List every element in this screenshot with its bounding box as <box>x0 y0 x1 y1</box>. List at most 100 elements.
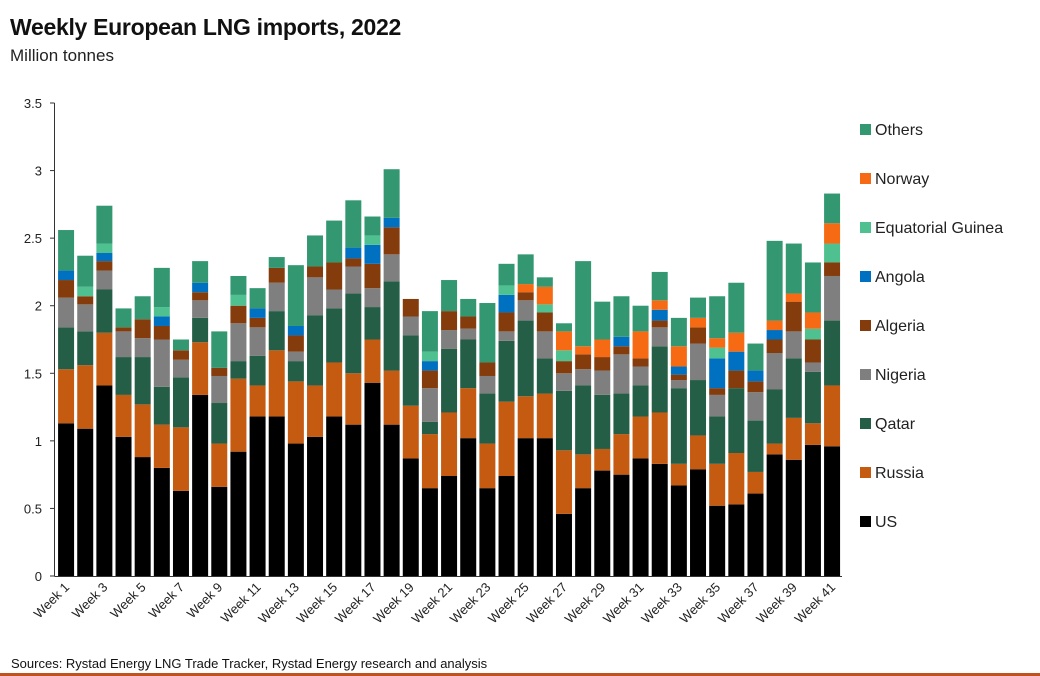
bar-segment-others <box>498 263 515 286</box>
bar-segment-nigeria <box>709 394 726 417</box>
bar-segment-nigeria <box>134 338 151 358</box>
bar-segment-russia <box>670 463 687 486</box>
bar-segment-algeria <box>249 317 266 328</box>
legend-label: Russia <box>875 465 924 482</box>
bar-stack <box>134 296 151 576</box>
bar-segment-qatar <box>307 315 324 386</box>
bars <box>58 169 841 576</box>
bar-stack <box>632 305 649 576</box>
bar-stack <box>326 220 343 576</box>
bar-segment-russia <box>555 450 572 514</box>
bar-segment-algeria <box>441 311 458 331</box>
bar-segment-us <box>460 438 477 576</box>
bar-segment-others <box>651 271 668 301</box>
bar-segment-nigeria <box>632 366 649 386</box>
bar-stack <box>230 275 247 576</box>
x-tick-label: Week 31 <box>600 580 647 627</box>
bar-segment-russia <box>96 332 113 386</box>
legend-label: Norway <box>875 171 929 188</box>
legend: Others Norway Equatorial Guinea Angola Alger… <box>860 122 1003 531</box>
bar-segment-russia <box>785 417 802 460</box>
bar-segment-us <box>441 475 458 576</box>
bar-segment-others <box>824 193 841 224</box>
bar-segment-qatar <box>460 339 477 389</box>
bar-segment-us <box>594 470 611 576</box>
bar-segment-others <box>690 297 707 318</box>
bar-segment-russia <box>575 454 592 489</box>
bar-segment-us <box>632 458 649 576</box>
bar-segment-russia <box>364 339 381 383</box>
bar-segment-russia <box>517 396 534 439</box>
y-tick-label: 1.5 <box>24 366 42 381</box>
legend-item-us: US <box>860 514 897 531</box>
bar-segment-russia <box>249 385 266 417</box>
bar-segment-russia <box>728 453 745 505</box>
bar-segment-us <box>383 424 400 576</box>
bar-segment-algeria <box>632 358 649 367</box>
bar-segment-us <box>747 493 764 576</box>
bar-stack <box>307 235 324 576</box>
bar-segment-us <box>785 459 802 576</box>
bar-stack <box>58 230 75 576</box>
bar-stack <box>728 282 745 576</box>
y-tick-label: 3.5 <box>24 96 42 111</box>
legend-swatch <box>860 320 871 331</box>
bar-segment-russia <box>747 471 764 494</box>
bar-segment-equatorial-guinea <box>498 285 515 295</box>
bar-stack <box>249 288 266 576</box>
legend-swatch <box>860 173 871 184</box>
bar-segment-nigeria <box>479 375 496 394</box>
bar-segment-qatar <box>134 357 151 405</box>
bar-segment-norway <box>536 286 553 305</box>
bar-segment-qatar <box>230 361 247 379</box>
bar-stack <box>441 280 458 576</box>
legend-swatch <box>860 369 871 380</box>
bar-segment-norway <box>651 300 668 310</box>
bar-segment-nigeria <box>785 331 802 359</box>
bar-segment-others <box>230 275 247 295</box>
bar-segment-us <box>153 467 170 576</box>
bar-segment-others <box>345 200 362 248</box>
bar-segment-norway <box>632 331 649 359</box>
bar-segment-algeria <box>824 262 841 276</box>
bar-segment-qatar <box>77 331 94 366</box>
bar-stack <box>575 261 592 576</box>
bar-segment-others <box>268 257 285 268</box>
bar-segment-us <box>345 424 362 576</box>
bar-segment-russia <box>134 404 151 458</box>
bar-stack <box>77 255 94 576</box>
bar-segment-qatar <box>268 311 285 351</box>
bar-segment-nigeria <box>192 300 209 318</box>
x-tick-label: Week 11 <box>218 580 264 626</box>
bar-segment-algeria <box>747 381 764 393</box>
bar-segment-equatorial-guinea <box>77 286 94 297</box>
bar-segment-qatar <box>613 393 630 435</box>
bar-segment-algeria <box>326 262 343 290</box>
bar-segment-qatar <box>172 377 189 428</box>
bar-segment-us <box>651 463 668 576</box>
bar-stack <box>96 205 113 576</box>
bar-segment-equatorial-guinea <box>804 328 821 340</box>
bar-segment-algeria <box>555 361 572 374</box>
bar-segment-us <box>211 486 228 576</box>
bar-segment-algeria <box>307 266 324 278</box>
x-tick-label: Week 27 <box>523 580 570 627</box>
bar-segment-russia <box>307 385 324 437</box>
bar-segment-others <box>287 265 304 326</box>
bar-stack <box>115 308 132 576</box>
legend-label: Equatorial Guinea <box>875 220 1003 237</box>
bar-segment-norway <box>785 293 802 302</box>
bar-segment-us <box>728 504 745 576</box>
bar-segment-algeria <box>517 292 534 301</box>
bar-segment-qatar <box>555 390 572 451</box>
bar-segment-angola <box>287 325 304 336</box>
bar-segment-qatar <box>690 380 707 436</box>
bar-segment-angola <box>421 361 438 371</box>
bar-segment-russia <box>115 394 132 437</box>
bar-segment-qatar <box>58 327 75 370</box>
bar-segment-others <box>192 261 209 283</box>
bar-segment-algeria <box>594 357 611 371</box>
bar-segment-angola <box>766 330 783 340</box>
bar-stack <box>402 298 419 576</box>
bar-segment-qatar <box>383 281 400 371</box>
